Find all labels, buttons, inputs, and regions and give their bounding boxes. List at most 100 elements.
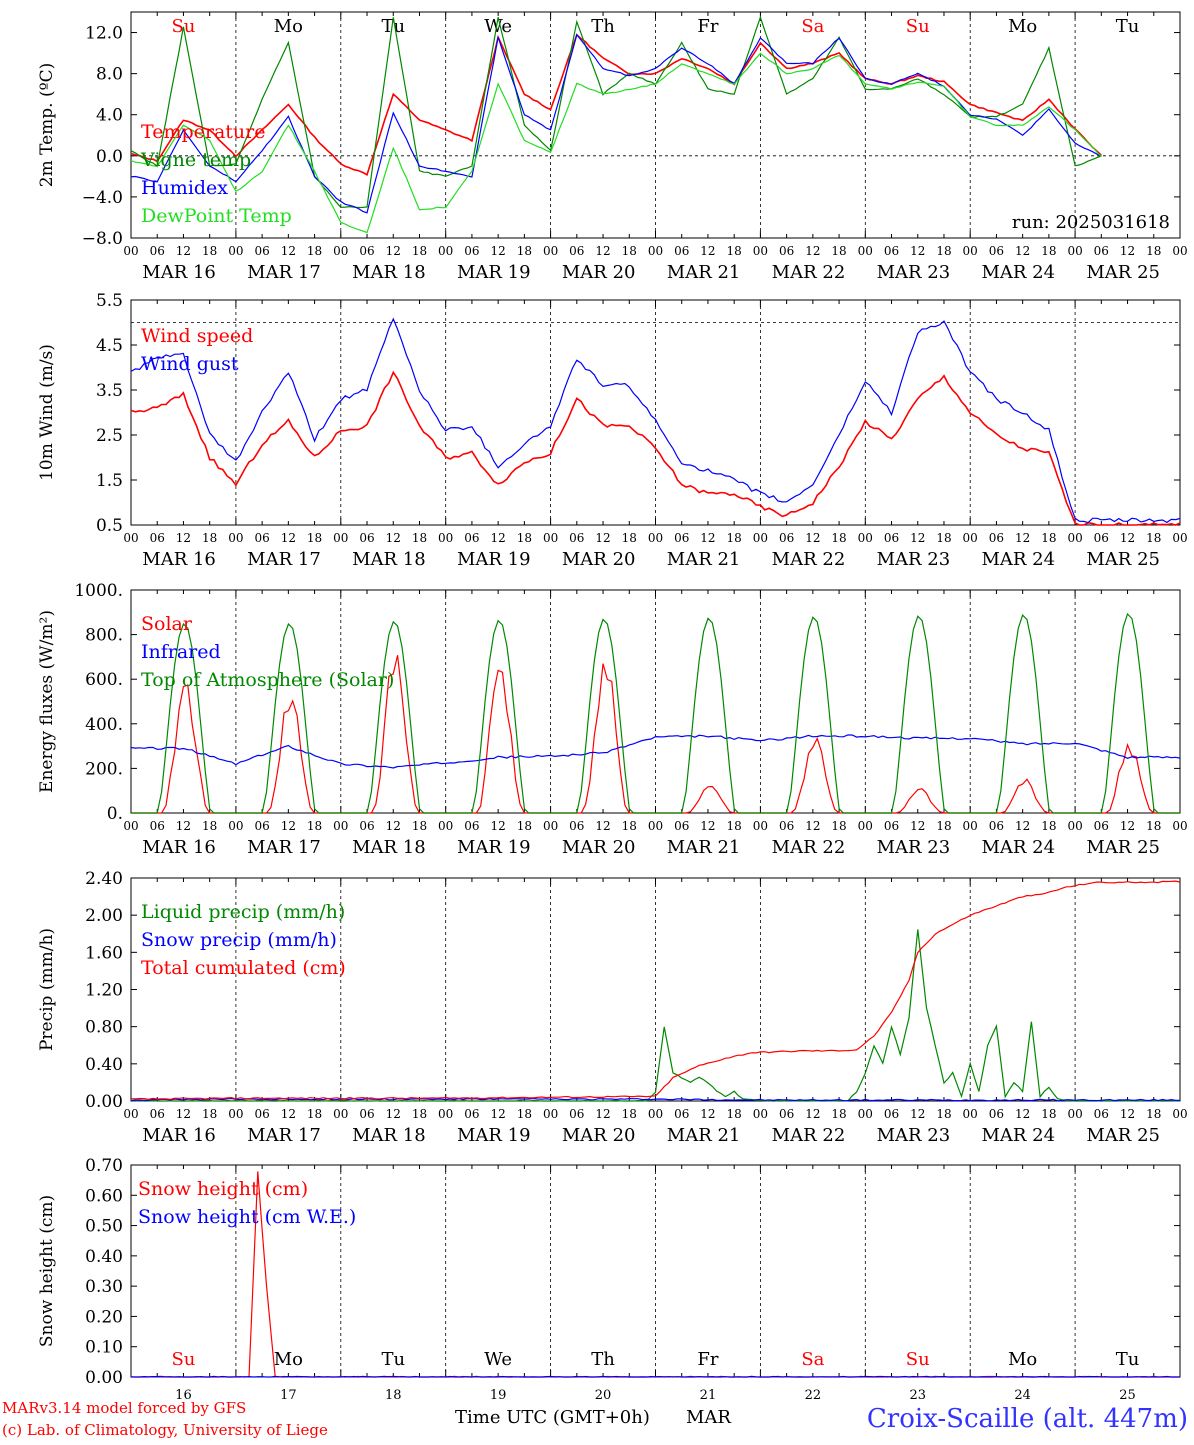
day-name-label: Fr	[697, 16, 718, 37]
hour-tick-label: 12	[700, 244, 715, 258]
hour-tick-label: 12	[910, 531, 925, 545]
y-tick-label: 0.60	[85, 1186, 123, 1206]
y-tick-label: 4.0	[96, 106, 123, 126]
hour-tick-label: 00	[123, 1107, 138, 1121]
day-name-label: Tu	[381, 16, 405, 37]
hour-tick-label: 06	[779, 819, 794, 833]
hour-tick-label: 00	[648, 244, 663, 258]
hour-tick-label: 18	[727, 1107, 742, 1121]
hour-tick-label: 00	[963, 531, 978, 545]
hour-tick-label: 06	[254, 244, 269, 258]
hour-tick-label: 12	[1120, 819, 1135, 833]
hour-tick-label: 18	[727, 244, 742, 258]
hour-tick-label: 12	[805, 244, 820, 258]
hour-tick-label: 00	[543, 1107, 558, 1121]
date-label: MAR 19	[457, 549, 531, 570]
legend-entry: Vigne temp	[140, 149, 251, 171]
hour-tick-label: 06	[884, 819, 899, 833]
hour-tick-label: 18	[517, 531, 532, 545]
legend-entry: Infrared	[141, 641, 221, 663]
hour-tick-label: 12	[1015, 819, 1030, 833]
date-label: MAR 20	[562, 549, 636, 570]
y-tick-label: 0.80	[85, 1018, 123, 1038]
date-label: MAR 23	[877, 262, 951, 283]
panel-snow: 0.70 0.60 0.50 0.40 0.30 0.20 0.10 0.00 Snow hei…	[37, 1156, 1181, 1403]
day-number-label: 22	[805, 1388, 822, 1403]
hour-tick-label: 18	[831, 531, 846, 545]
hour-tick-label: 12	[805, 531, 820, 545]
date-label: MAR 25	[1086, 1125, 1160, 1146]
day-number-label: 16	[175, 1388, 192, 1403]
day-number-label: 20	[595, 1388, 612, 1403]
hour-tick-label: 18	[936, 819, 951, 833]
lab-credit-text: (c) Lab. of Climatology, University of L…	[2, 1421, 328, 1439]
hour-tick-label: 00	[438, 1107, 453, 1121]
hour-tick-label: 06	[1094, 244, 1109, 258]
hour-tick-label: 18	[517, 1107, 532, 1121]
day-name-label: Th	[591, 1349, 615, 1370]
hour-tick-label: 06	[464, 819, 479, 833]
hour-tick-label: 18	[622, 1107, 637, 1121]
date-label: MAR 22	[772, 1125, 846, 1146]
hour-tick-label: 00	[333, 1107, 348, 1121]
hour-tick-label: 18	[517, 244, 532, 258]
date-label: MAR 24	[981, 262, 1055, 283]
legend-entry: Snow height (cm)	[138, 1178, 308, 1200]
hour-tick-label: 12	[491, 531, 506, 545]
hour-tick-label: 00	[858, 1107, 873, 1121]
y-tick-label: 4.5	[96, 336, 123, 356]
hour-tick-label: 00	[333, 244, 348, 258]
y-tick-label: 0.40	[85, 1247, 123, 1267]
series-line	[130, 33, 1102, 214]
hour-tick-label: 06	[884, 531, 899, 545]
hour-tick-label: 12	[700, 819, 715, 833]
legend-entry: Temperature	[141, 121, 265, 143]
hour-tick-label: 06	[1094, 1107, 1109, 1121]
model-credit-text: MARv3.14 model forced by GFS	[2, 1399, 246, 1417]
y-tick-label: 400.	[85, 715, 123, 735]
date-label: MAR 23	[877, 837, 951, 858]
hour-tick-label: 00	[753, 1107, 768, 1121]
series-line	[130, 880, 1181, 1101]
hour-tick-label: 06	[359, 531, 374, 545]
hour-tick-label: 12	[386, 531, 401, 545]
y-tick-label: 8.0	[96, 65, 123, 85]
date-label: MAR 17	[247, 262, 321, 283]
y-tick-label: 0.00	[85, 1092, 123, 1112]
date-label: MAR 17	[247, 549, 321, 570]
hour-tick-label: 00	[333, 819, 348, 833]
legend-entry: DewPoint Temp	[141, 205, 292, 227]
hour-tick-label: 18	[936, 1107, 951, 1121]
hour-tick-label: 00	[123, 819, 138, 833]
hour-tick-label: 06	[359, 1107, 374, 1121]
date-label: MAR 19	[457, 1125, 531, 1146]
y-tick-label: 3.5	[96, 381, 123, 401]
day-name-label: Tu	[1116, 1349, 1140, 1370]
y-axis-label: Precip (mm/h)	[37, 928, 57, 1051]
hour-tick-label: 00	[543, 244, 558, 258]
date-label: MAR 23	[877, 1125, 951, 1146]
hour-tick-label: 18	[1041, 244, 1056, 258]
hour-tick-label: 00	[858, 531, 873, 545]
panel-flux: 1000. 800. 600. 400. 200. 0. Energy fluxes (W/…	[37, 581, 1188, 858]
hour-tick-label: 06	[779, 531, 794, 545]
date-label: MAR 25	[1086, 549, 1160, 570]
hour-tick-label: 00	[1067, 531, 1082, 545]
station-title: Croix-Scaille (alt. 447m)	[867, 1404, 1188, 1434]
panel-temp: 12.0 8.0 4.0 0.0 −4.0 −8.0 2m Temp. (ºC) 00 06 12…	[37, 11, 1188, 283]
legend-entry: Solar	[141, 613, 193, 635]
hour-tick-label: 06	[1094, 531, 1109, 545]
y-tick-label: 12.0	[85, 24, 123, 44]
hour-tick-label: 06	[254, 819, 269, 833]
date-label: MAR 21	[667, 1125, 741, 1146]
y-tick-label: 2.40	[85, 869, 123, 889]
day-number-label: 19	[490, 1388, 507, 1403]
y-tick-label: 0.5	[96, 516, 123, 536]
day-number-label: 23	[909, 1388, 926, 1403]
hour-tick-label: 12	[1120, 244, 1135, 258]
date-label: MAR 25	[1086, 262, 1160, 283]
hour-tick-label: 06	[464, 244, 479, 258]
y-tick-label: 0.20	[85, 1307, 123, 1327]
hour-tick-label: 00	[648, 819, 663, 833]
